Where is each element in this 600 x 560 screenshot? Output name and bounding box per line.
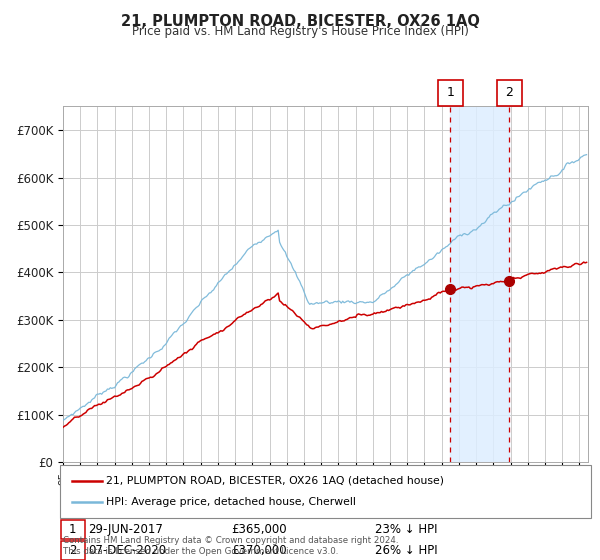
Text: HPI: Average price, detached house, Cherwell: HPI: Average price, detached house, Cher…	[106, 497, 356, 507]
Text: £365,000: £365,000	[231, 522, 287, 536]
Text: 1: 1	[69, 522, 77, 536]
Text: Contains HM Land Registry data © Crown copyright and database right 2024.
This d: Contains HM Land Registry data © Crown c…	[63, 536, 398, 556]
Text: 1: 1	[446, 86, 454, 100]
Text: 23% ↓ HPI: 23% ↓ HPI	[375, 522, 437, 536]
Text: 21, PLUMPTON ROAD, BICESTER, OX26 1AQ (detached house): 21, PLUMPTON ROAD, BICESTER, OX26 1AQ (d…	[106, 476, 444, 486]
Text: 2: 2	[505, 86, 513, 100]
Text: Price paid vs. HM Land Registry's House Price Index (HPI): Price paid vs. HM Land Registry's House …	[131, 25, 469, 38]
Text: 26% ↓ HPI: 26% ↓ HPI	[375, 544, 437, 557]
Text: 21, PLUMPTON ROAD, BICESTER, OX26 1AQ: 21, PLUMPTON ROAD, BICESTER, OX26 1AQ	[121, 14, 479, 29]
Text: 29-JUN-2017: 29-JUN-2017	[88, 522, 163, 536]
Text: £370,000: £370,000	[231, 544, 287, 557]
Text: 2: 2	[69, 544, 77, 557]
Text: 07-DEC-2020: 07-DEC-2020	[88, 544, 166, 557]
Bar	[450, 106, 509, 462]
